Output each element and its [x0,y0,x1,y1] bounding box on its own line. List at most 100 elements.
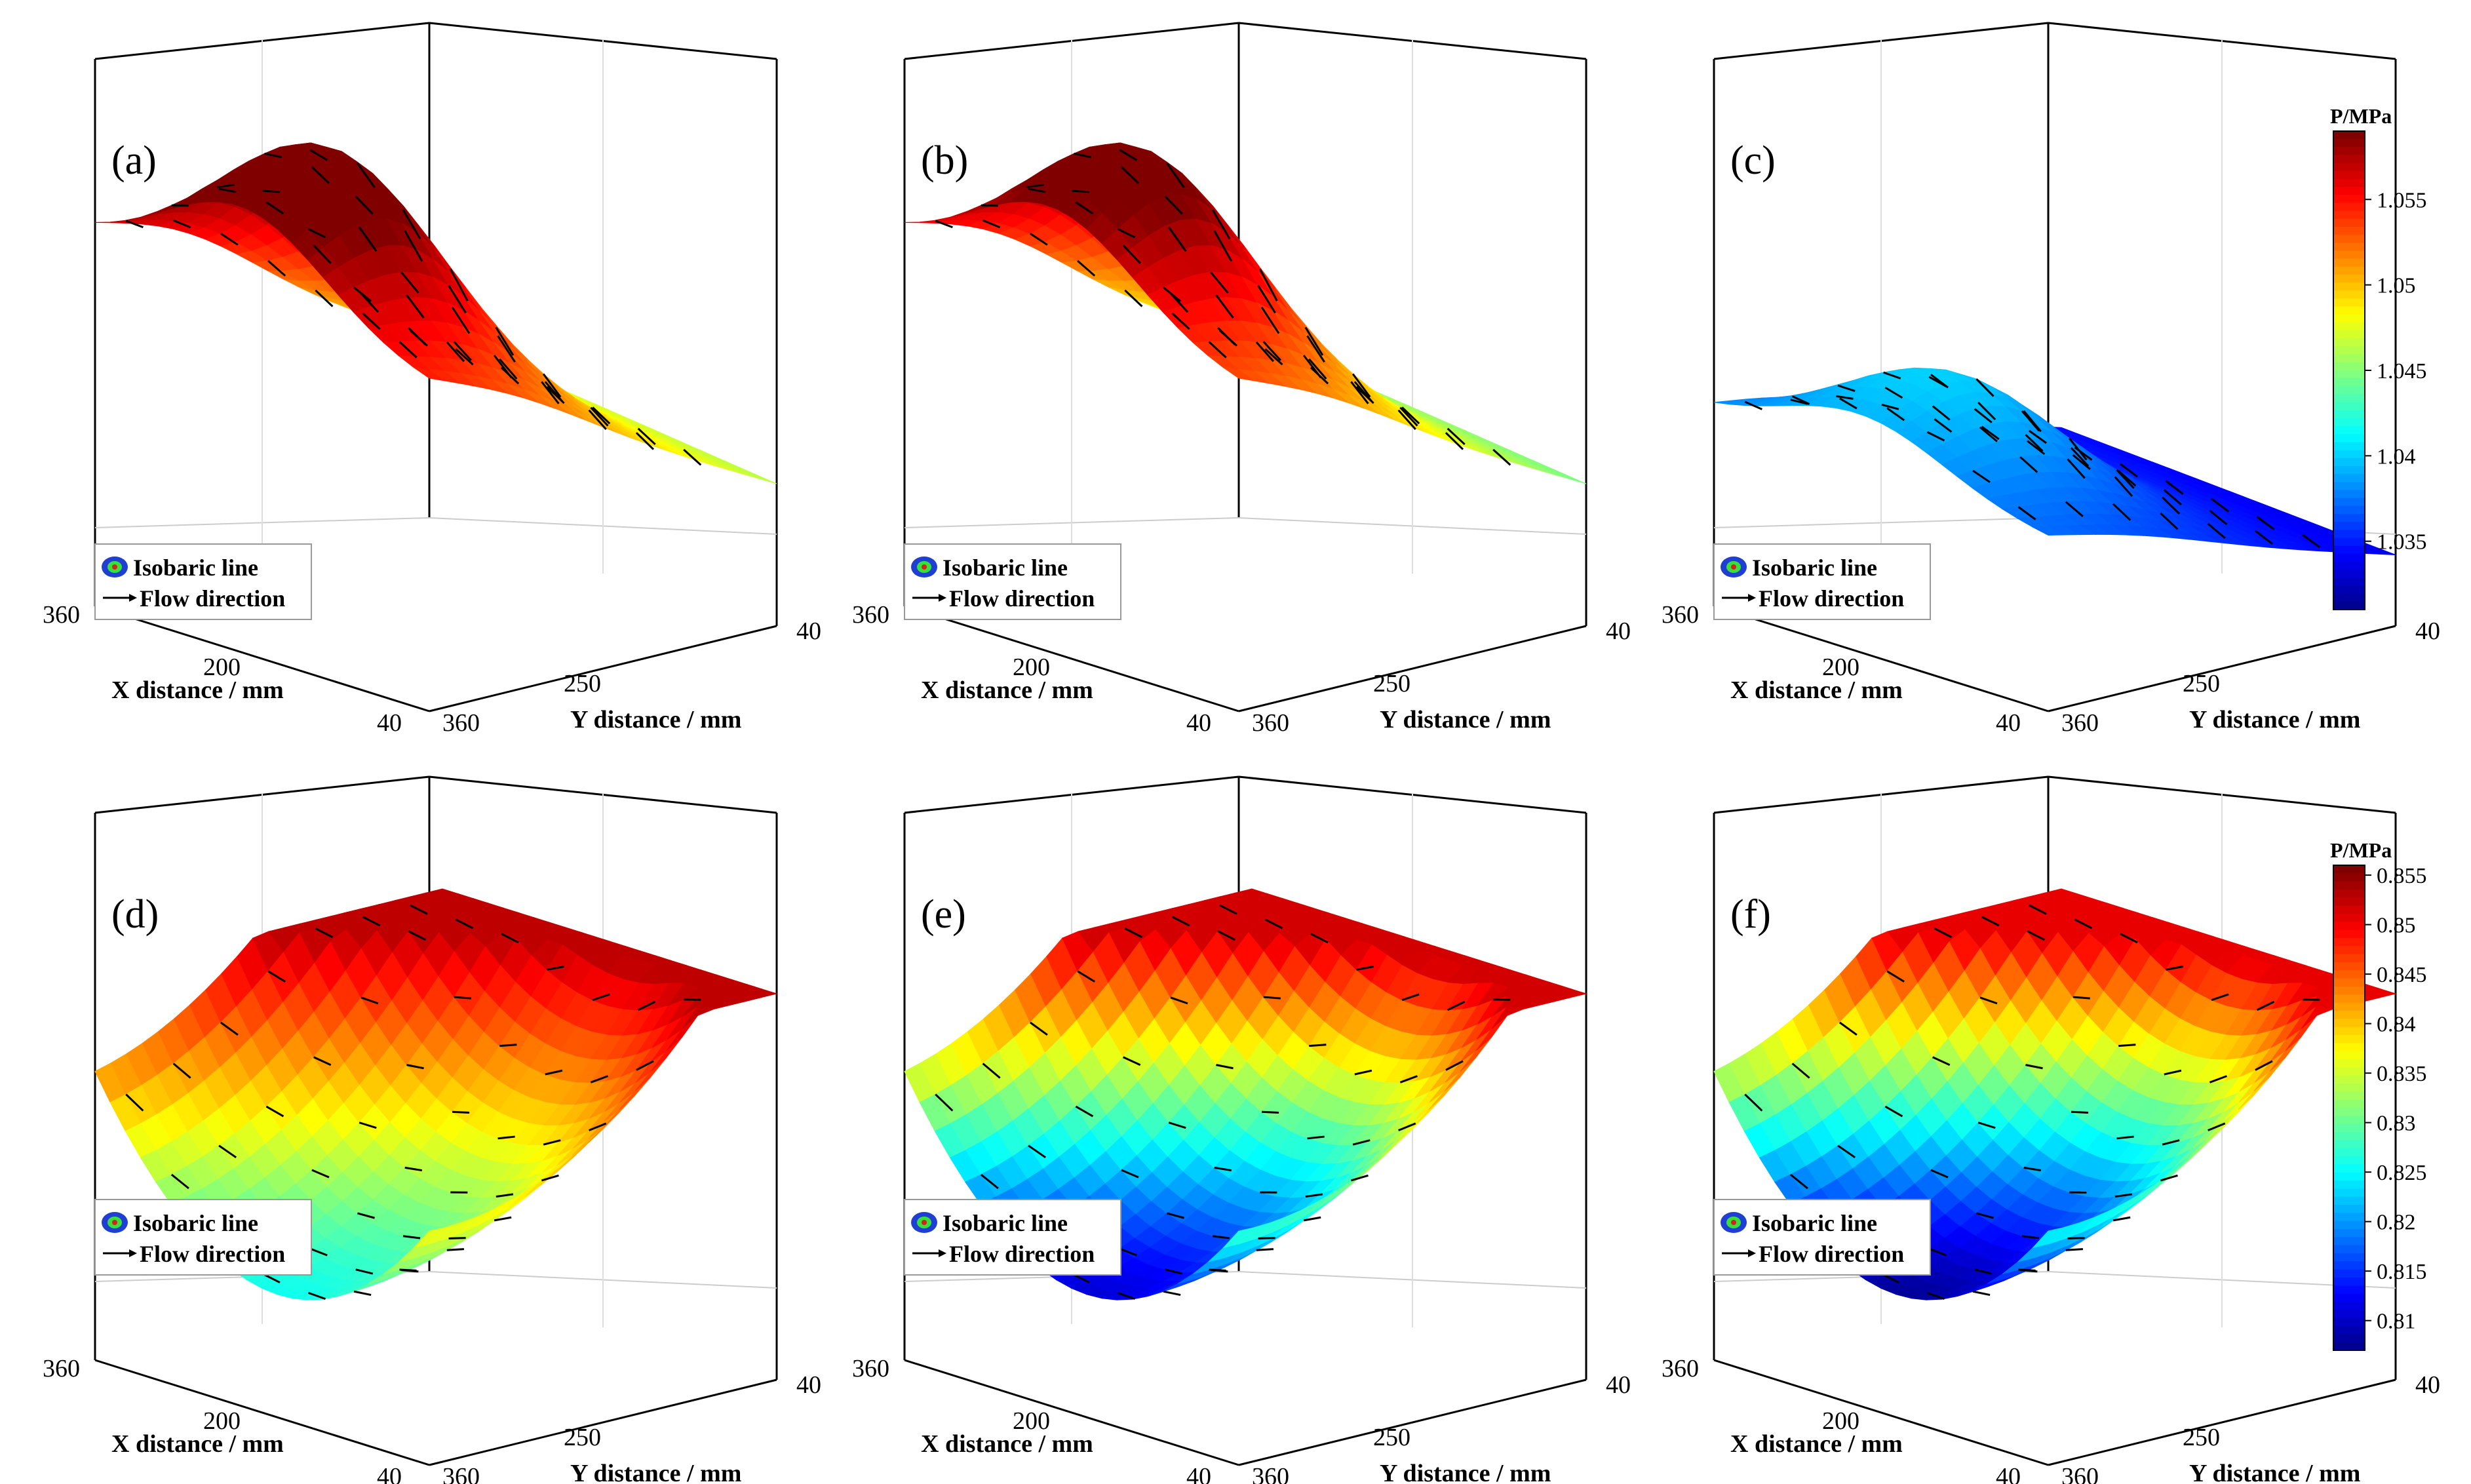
flow-arrow [1074,152,1092,159]
panel-label: (d) [111,892,159,937]
colorbar-step [2333,346,2365,355]
flow-arrow [1934,928,1953,939]
flow-arrow [499,358,518,380]
colorbar-step [2333,1108,2365,1117]
colorbar-step [2333,1172,2365,1181]
flow-arrow [1164,195,1183,215]
tick-label: 250 [1373,1424,1411,1451]
legend: Isobaric line Flow direction [904,543,1121,620]
colorbar-tick-label: 1.045 [2377,359,2427,383]
flow-arrow [410,904,428,915]
legend-isobar-label: Isobaric line [133,1210,258,1236]
colorbar-step [2333,1318,2365,1327]
tick-label: 360 [2061,1463,2099,1484]
flow-arrow [980,1173,999,1190]
flow-arrow [1120,166,1140,184]
flow-arrow [2207,522,2226,539]
colorbar-step [2333,994,2365,1004]
legend-flow-label: Flow direction [1759,1241,1904,1267]
flow-arrow [1163,1290,1181,1297]
flow-arrow [1976,1212,1994,1219]
x-axis-label: X distance / mm [921,1430,1093,1458]
flow-arrow [2160,512,2179,530]
legend: Isobaric line Flow direction [94,543,312,620]
flow-arrow [1217,326,1236,345]
flow-arrow [1306,335,1325,363]
flow-arrow [1354,1069,1372,1076]
tick-label: 360 [852,1355,889,1382]
flow-arrow [1029,233,1048,246]
tick-label: 360 [43,1355,80,1382]
colorbar-step [2333,1019,2365,1028]
colorbar-step [2333,330,2365,340]
flow-arrow [1974,408,1993,423]
flow-arrow [1447,1000,1466,1011]
flow-arrow [448,1237,466,1240]
flow-arrow [262,189,281,193]
y-axis-label: Y distance / mm [2189,706,2360,733]
flow-arrow [1447,427,1466,446]
colorbar-step [2333,203,2365,212]
flow-arrow [408,326,427,345]
flow-arrow [2023,1166,2042,1172]
axis-bottom-x [1713,605,2049,713]
colorbar-title: P/MPa [2330,838,2392,862]
flow-arrow [1119,149,1138,161]
flow-arrow [1072,189,1090,193]
flow-arrow [353,1290,372,1297]
colorbar-step [2333,298,2365,307]
flow-arrow [2211,498,2230,513]
legend-flow-label: Flow direction [949,1241,1095,1267]
flow-arrow [172,219,191,229]
flow-arrow [1928,376,1947,387]
flow-arrow [2255,1060,2273,1071]
flow-arrow [2256,1000,2275,1011]
colorbar-step [2333,450,2365,459]
tick-label: 40 [2415,617,2440,645]
tick-label: 40 [1186,1463,1211,1484]
flow-arrow [449,268,469,302]
flow-arrow [362,313,381,330]
flow-arrow [590,406,609,427]
flow-arrow [402,1235,421,1240]
colorbar-tick-label: 0.855 [2377,864,2427,888]
colorbar-step [2333,322,2365,332]
flow-arrow [1124,289,1143,307]
flow-arrow [588,409,607,430]
axis-bottom-y [1238,625,1587,713]
colorbar-step [2333,147,2365,156]
colorbar-step [2333,905,2365,914]
y-axis-label: Y distance / mm [570,706,741,733]
legend-flow-label: Flow direction [140,585,285,612]
tick-label: 250 [2183,1424,2220,1451]
colorbar-step [2333,1099,2365,1108]
colorbar-step [2333,1245,2365,1254]
flow-arrow [170,1173,189,1190]
flow-arrow [353,286,372,302]
colorbar-step [2333,1164,2365,1173]
legend-box [94,1199,312,1276]
flow-arrow [1926,1291,1945,1300]
colorbar-step [2333,410,2365,419]
colorbar-step [2333,275,2365,284]
colorbar-step [2333,1302,2365,1311]
flow-arrow [1445,1060,1464,1071]
tick-label: 200 [1013,654,1050,681]
x-axis-label: X distance / mm [921,676,1093,704]
colorbar-step [2333,553,2365,562]
flow-arrow [1256,1248,1274,1251]
colorbar-step [2333,1253,2365,1262]
flow-arrow [1352,373,1371,398]
y-axis-label: Y distance / mm [1380,706,1551,733]
flow-arrow [2072,454,2091,470]
flow-arrow [1401,406,1420,425]
flow-arrow-head-icon [1748,594,1756,602]
tick-label: 360 [1662,1355,1699,1382]
flow-arrow [1886,970,1905,983]
flow-arrow [1122,244,1141,264]
legend: Isobaric line Flow direction [1713,1199,1931,1276]
flow-arrow [1029,1021,1048,1036]
tick-label: 40 [377,1463,402,1484]
flow-arrow [1744,400,1762,410]
